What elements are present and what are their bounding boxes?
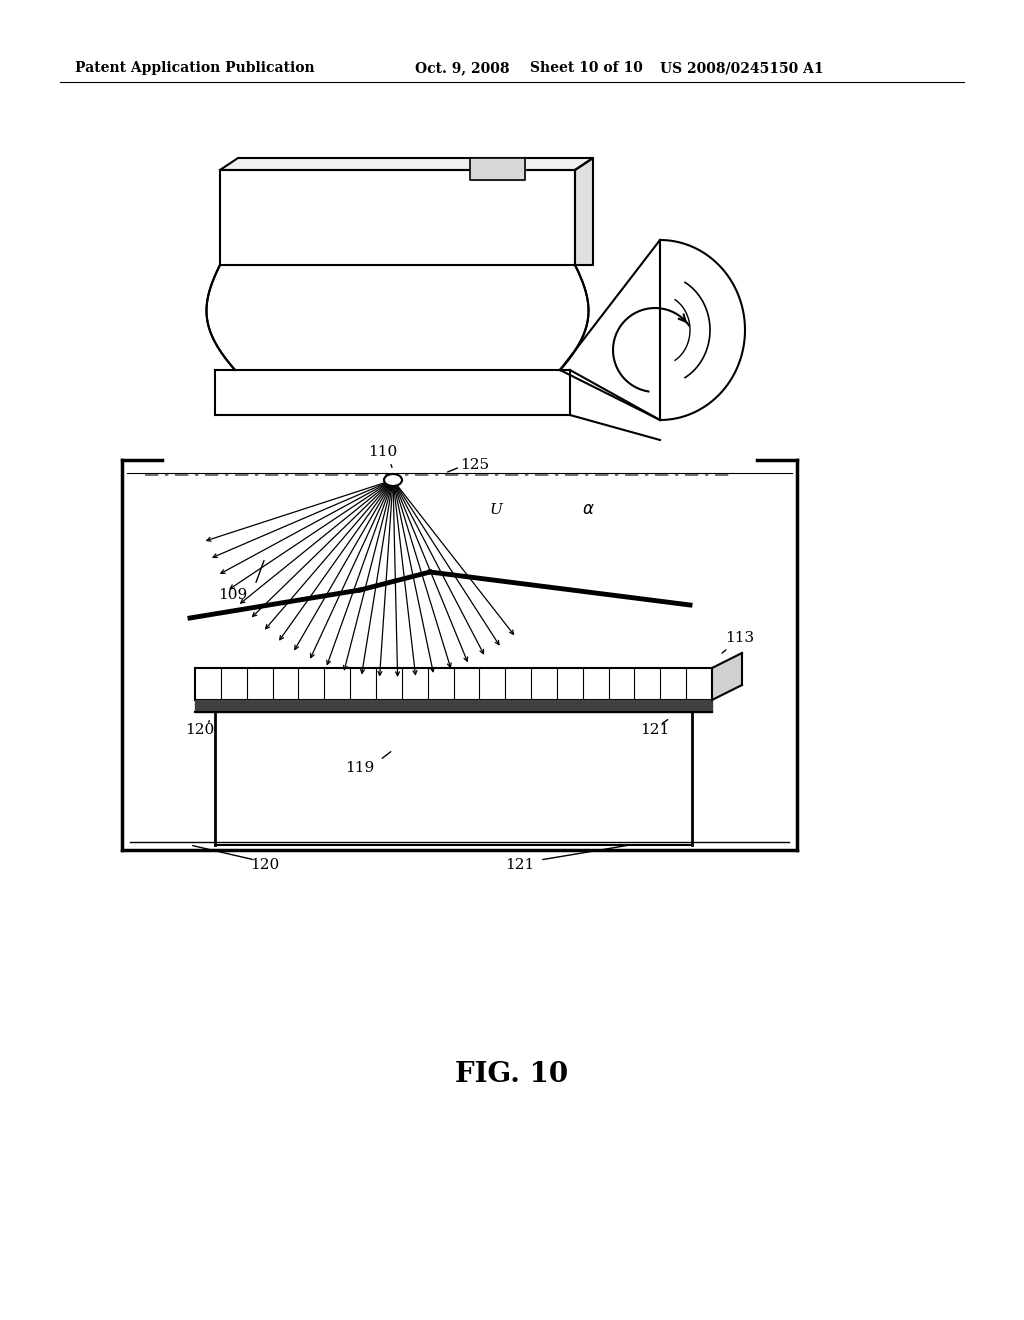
Polygon shape — [220, 158, 593, 170]
Text: 119: 119 — [345, 762, 375, 775]
Polygon shape — [195, 700, 712, 711]
Text: Sheet 10 of 10: Sheet 10 of 10 — [530, 61, 643, 75]
Text: 120: 120 — [185, 723, 214, 737]
Text: FIG. 10: FIG. 10 — [456, 1061, 568, 1089]
Text: 121: 121 — [506, 858, 535, 873]
Text: 113: 113 — [725, 631, 754, 645]
Text: Oct. 9, 2008: Oct. 9, 2008 — [415, 61, 510, 75]
Text: $\alpha$: $\alpha$ — [582, 502, 594, 519]
Text: Patent Application Publication: Patent Application Publication — [75, 61, 314, 75]
Polygon shape — [655, 240, 745, 420]
Text: 120: 120 — [251, 858, 280, 873]
Ellipse shape — [384, 474, 402, 486]
Polygon shape — [575, 158, 593, 265]
Text: US 2008/0245150 A1: US 2008/0245150 A1 — [660, 61, 823, 75]
Polygon shape — [470, 158, 525, 180]
Polygon shape — [207, 265, 589, 370]
Text: 121: 121 — [640, 723, 670, 737]
Polygon shape — [215, 370, 570, 414]
Polygon shape — [712, 653, 742, 700]
Polygon shape — [220, 170, 575, 265]
Text: 109: 109 — [218, 587, 247, 602]
Text: 125: 125 — [460, 458, 489, 473]
Text: U: U — [490, 503, 503, 517]
Text: 110: 110 — [368, 445, 397, 459]
